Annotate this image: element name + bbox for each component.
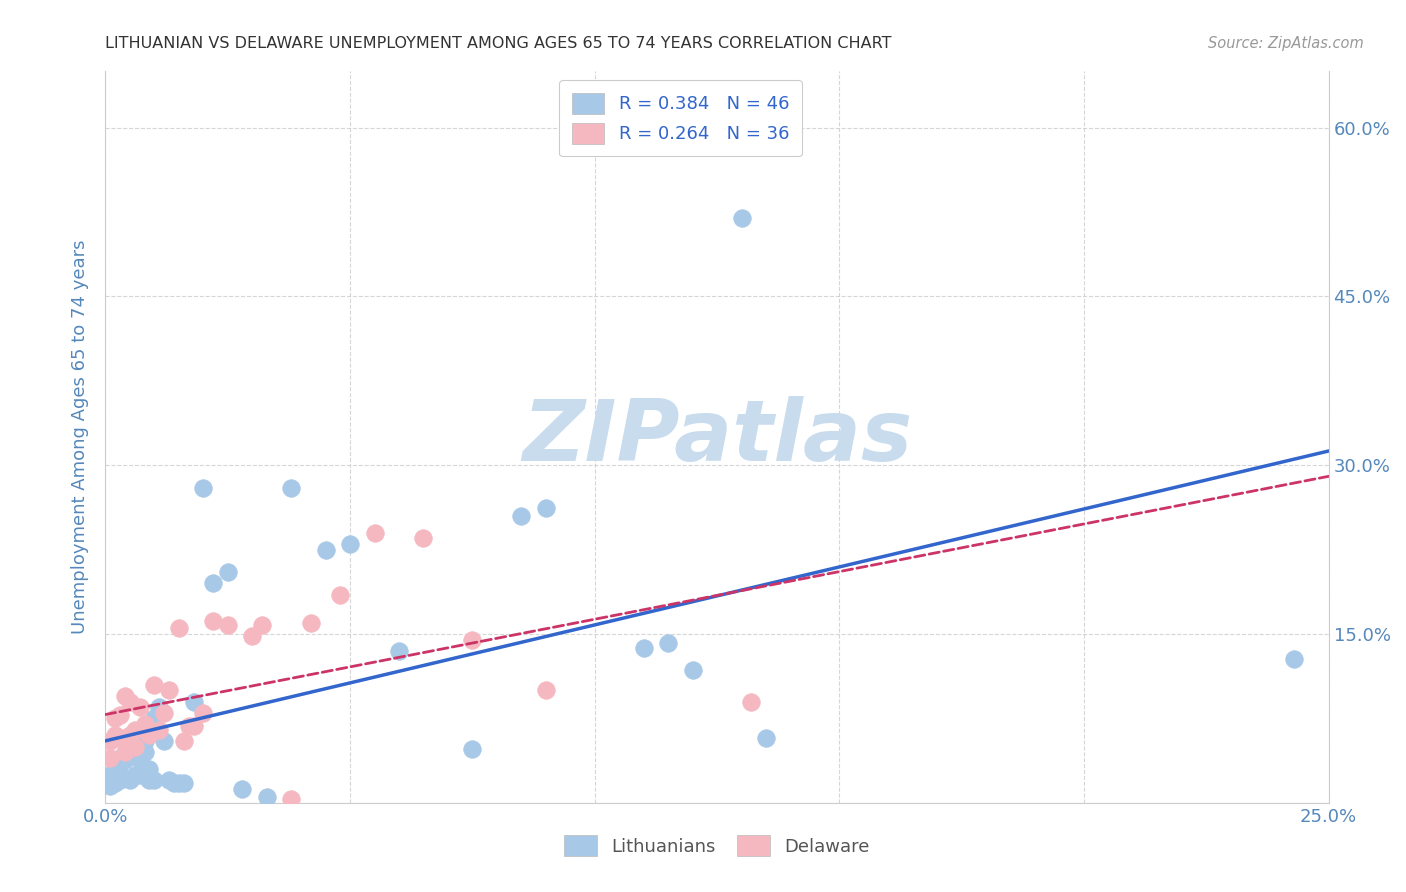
Point: [157, 683, 180, 698]
Point: [534, 500, 557, 515]
Point: [128, 753, 150, 767]
Point: [177, 719, 200, 733]
Point: [124, 745, 146, 759]
Point: [114, 771, 136, 785]
Point: [108, 773, 131, 788]
Point: [657, 636, 679, 650]
Point: [143, 711, 166, 725]
Point: [118, 728, 141, 742]
Point: [173, 775, 195, 789]
Point: [280, 792, 302, 806]
Point: [202, 614, 225, 628]
Point: [104, 711, 127, 725]
Point: [98, 734, 121, 748]
Point: [299, 615, 322, 630]
Point: [388, 644, 411, 658]
Point: [510, 508, 533, 523]
Legend: Lithuanians, Delaware: Lithuanians, Delaware: [557, 828, 877, 863]
Point: [1284, 652, 1306, 666]
Point: [98, 751, 121, 765]
Point: [108, 767, 131, 781]
Point: [118, 748, 141, 763]
Point: [183, 719, 205, 733]
Point: [138, 773, 160, 788]
Point: [138, 762, 160, 776]
Point: [240, 629, 263, 643]
Point: [124, 767, 146, 781]
Point: [153, 706, 176, 720]
Point: [124, 723, 146, 737]
Point: [315, 542, 337, 557]
Point: [157, 773, 180, 788]
Point: [193, 481, 215, 495]
Point: [755, 731, 778, 745]
Point: [682, 663, 704, 677]
Point: [173, 734, 195, 748]
Point: [280, 481, 302, 495]
Point: [250, 618, 273, 632]
Point: [740, 694, 762, 708]
Point: [108, 708, 131, 723]
Text: Source: ZipAtlas.com: Source: ZipAtlas.com: [1208, 36, 1364, 51]
Point: [217, 565, 239, 579]
Point: [114, 745, 136, 759]
Point: [104, 756, 127, 771]
Point: [114, 689, 136, 703]
Point: [124, 739, 146, 754]
Point: [134, 717, 156, 731]
Point: [134, 745, 156, 759]
Point: [128, 700, 150, 714]
Text: LITHUANIAN VS DELAWARE UNEMPLOYMENT AMONG AGES 65 TO 74 YEARS CORRELATION CHART: LITHUANIAN VS DELAWARE UNEMPLOYMENT AMON…: [105, 36, 891, 51]
Point: [231, 782, 253, 797]
Point: [461, 741, 484, 756]
Point: [461, 632, 484, 647]
Point: [730, 211, 752, 225]
Point: [329, 588, 352, 602]
Point: [104, 775, 127, 789]
Point: [118, 773, 141, 788]
Point: [104, 728, 127, 742]
Point: [256, 790, 278, 805]
Point: [98, 767, 121, 781]
Point: [108, 731, 131, 745]
Point: [114, 753, 136, 767]
Point: [167, 775, 190, 789]
Point: [202, 576, 225, 591]
Point: [128, 767, 150, 781]
Point: [217, 618, 239, 632]
Point: [412, 532, 434, 546]
Point: [633, 640, 655, 655]
Point: [148, 723, 170, 737]
Point: [339, 537, 361, 551]
Point: [167, 621, 190, 635]
Point: [134, 734, 156, 748]
Text: ZIPatlas: ZIPatlas: [522, 395, 912, 479]
Point: [163, 775, 186, 789]
Y-axis label: Unemployment Among Ages 65 to 74 years: Unemployment Among Ages 65 to 74 years: [72, 240, 90, 634]
Point: [143, 773, 166, 788]
Point: [534, 683, 557, 698]
Point: [193, 706, 215, 720]
Point: [98, 779, 121, 793]
Point: [108, 751, 131, 765]
Point: [363, 525, 385, 540]
Point: [148, 700, 170, 714]
Point: [153, 734, 176, 748]
Point: [143, 678, 166, 692]
Point: [118, 694, 141, 708]
Point: [183, 694, 205, 708]
Point: [138, 728, 160, 742]
